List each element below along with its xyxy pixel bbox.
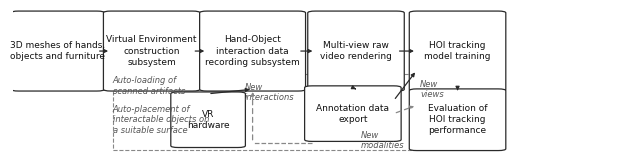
FancyBboxPatch shape	[305, 86, 401, 141]
FancyBboxPatch shape	[410, 89, 506, 151]
Text: Multi-view raw
video rendering: Multi-view raw video rendering	[320, 41, 392, 61]
Text: Evaluation of
HOI tracking
performance: Evaluation of HOI tracking performance	[428, 104, 487, 135]
FancyBboxPatch shape	[171, 92, 245, 148]
Text: Auto-loading of
scanned artifacts: Auto-loading of scanned artifacts	[113, 76, 185, 96]
Text: Virtual Environment
construction
subsystem: Virtual Environment construction subsyst…	[106, 35, 197, 67]
Text: VR
hardware: VR hardware	[187, 110, 229, 130]
Text: Auto-placement of
interactable objects on
a suitable surface: Auto-placement of interactable objects o…	[113, 105, 209, 135]
Text: New
modalities: New modalities	[360, 131, 404, 150]
Text: 3D meshes of hands,
objects and furniture: 3D meshes of hands, objects and furnitur…	[10, 41, 105, 61]
Text: Hand-Object
interaction data
recording subsystem: Hand-Object interaction data recording s…	[205, 35, 300, 67]
FancyBboxPatch shape	[308, 11, 404, 91]
Text: HOI tracking
model training: HOI tracking model training	[424, 41, 491, 61]
FancyBboxPatch shape	[200, 11, 305, 91]
FancyBboxPatch shape	[410, 11, 506, 91]
FancyBboxPatch shape	[104, 11, 200, 91]
Bar	[113, 74, 410, 150]
Text: Annotation data
export: Annotation data export	[316, 104, 389, 124]
Text: New
views: New views	[420, 79, 444, 99]
Text: New
interactions: New interactions	[244, 83, 294, 102]
FancyBboxPatch shape	[11, 11, 104, 91]
